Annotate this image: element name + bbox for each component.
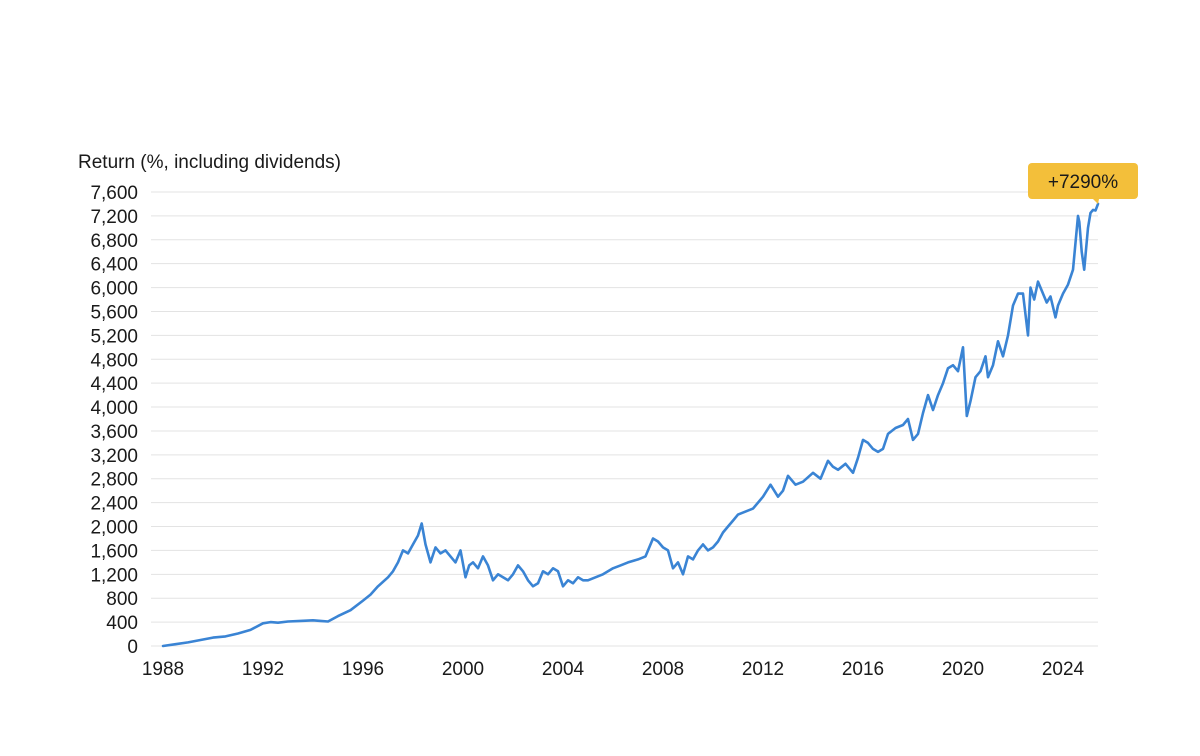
y-axis-label: Return (%, including dividends) bbox=[78, 152, 341, 173]
y-tick-label: 5,200 bbox=[90, 326, 138, 347]
y-tick-label: 800 bbox=[106, 589, 138, 610]
series-line bbox=[161, 202, 1100, 648]
y-tick-label: 5,600 bbox=[90, 302, 138, 323]
x-tick-label: 1996 bbox=[342, 659, 384, 680]
callout-label: +7290% bbox=[1048, 172, 1118, 193]
y-tick-label: 1,200 bbox=[90, 565, 138, 586]
y-tick-label: 2,800 bbox=[90, 470, 138, 491]
y-tick-label: 2,400 bbox=[90, 494, 138, 515]
x-tick-label: 1988 bbox=[142, 659, 184, 680]
x-tick-label: 2004 bbox=[542, 659, 585, 680]
y-tick-label: 7,200 bbox=[90, 207, 138, 228]
y-tick-label: 4,000 bbox=[90, 398, 138, 419]
y-tick-label: 7,600 bbox=[90, 183, 138, 204]
y-tick-label: 6,800 bbox=[90, 231, 138, 252]
y-tick-label: 2,000 bbox=[90, 518, 138, 539]
x-tick-label: 2016 bbox=[842, 659, 884, 680]
x-axis-ticks: 1988 1992 1996 2000 2004 2008 2012 2016 2020 2024 bbox=[142, 659, 1085, 680]
x-tick-label: 2000 bbox=[442, 659, 484, 680]
y-tick-label: 6,000 bbox=[90, 279, 138, 300]
y-tick-label: 4,800 bbox=[90, 350, 138, 371]
y-tick-label: 3,600 bbox=[90, 422, 138, 443]
callout-pointer bbox=[1093, 199, 1099, 204]
x-tick-label: 2008 bbox=[642, 659, 684, 680]
y-tick-label: 3,200 bbox=[90, 446, 138, 467]
y-tick-label: 6,400 bbox=[90, 255, 138, 276]
callout-background bbox=[1028, 163, 1138, 199]
callout-badge: +7290% bbox=[1028, 163, 1138, 204]
x-tick-label: 2020 bbox=[942, 659, 984, 680]
x-tick-label: 2012 bbox=[742, 659, 784, 680]
y-tick-label: 400 bbox=[106, 613, 138, 634]
y-tick-label: 0 bbox=[127, 637, 138, 658]
y-tick-label: 1,600 bbox=[90, 541, 138, 562]
y-tick-label: 4,400 bbox=[90, 374, 138, 395]
x-tick-label: 1992 bbox=[242, 659, 284, 680]
gridlines bbox=[151, 191, 1098, 647]
x-tick-label: 2024 bbox=[1042, 659, 1085, 680]
